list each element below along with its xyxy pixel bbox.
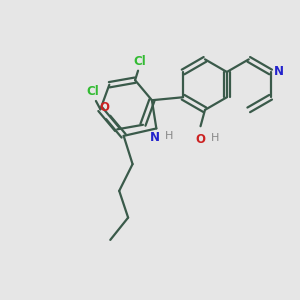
- Text: N: N: [274, 65, 284, 79]
- Text: O: O: [195, 133, 205, 146]
- Text: Cl: Cl: [133, 55, 146, 68]
- Text: H: H: [211, 133, 219, 143]
- Text: H: H: [165, 131, 173, 141]
- Text: O: O: [100, 101, 110, 114]
- Text: N: N: [150, 131, 160, 144]
- Text: Cl: Cl: [87, 85, 99, 98]
